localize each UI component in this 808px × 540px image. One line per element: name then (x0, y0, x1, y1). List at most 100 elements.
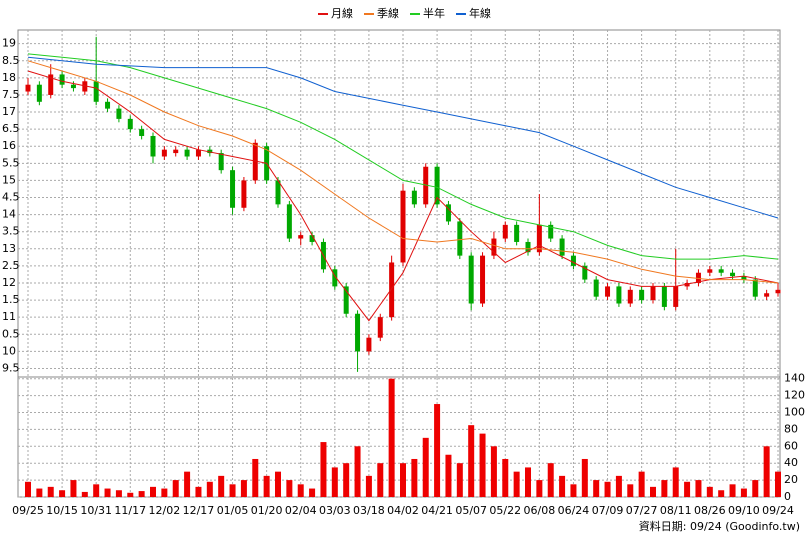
volume-tick-label: 120 (784, 389, 805, 402)
candle-body (366, 337, 372, 352)
volume-bar (513, 471, 520, 497)
candle-body (355, 313, 361, 352)
x-tick-label: 10/15 (46, 504, 78, 517)
volume-bar (81, 491, 88, 497)
volume-bar (47, 486, 54, 497)
volume-tick-label: 100 (784, 405, 805, 418)
candle-body (36, 84, 42, 102)
volume-bar (115, 490, 122, 497)
volume-bar (59, 490, 66, 497)
candle-body (548, 224, 554, 239)
volume-bar (638, 471, 645, 497)
plot-frame (17, 29, 781, 498)
y-tick-label: 4.5 (2, 191, 20, 204)
y-tick-label: 1.5 (2, 293, 20, 306)
volume-bar (559, 475, 566, 497)
candle-body (48, 74, 54, 95)
volume-bar (752, 480, 759, 497)
candle-body (673, 286, 679, 307)
x-tick-label: 12/17 (183, 504, 215, 517)
volume-bar (172, 480, 179, 497)
x-tick-label: 09/10 (728, 504, 760, 517)
y-tick-label: 6.5 (2, 122, 20, 135)
candle-body (286, 204, 292, 239)
volume-bar (400, 463, 406, 497)
volume-bar (763, 446, 770, 497)
ma-line (27, 53, 779, 260)
volume-bar (468, 425, 475, 497)
volume-bar (286, 480, 293, 497)
candle-body (684, 282, 690, 287)
volume-bar (456, 463, 463, 497)
volume-bar (672, 467, 679, 497)
y-tick-label: 11 (2, 310, 16, 323)
x-tick-label: 02/04 (285, 504, 317, 517)
y-tick-label: 15 (2, 173, 16, 186)
volume-bar (240, 480, 247, 497)
candle-body (309, 235, 315, 242)
volume-bar (377, 463, 384, 497)
volume-bar (740, 488, 747, 497)
y-tick-label: 18 (2, 71, 16, 84)
candle-body (116, 108, 122, 119)
volume-bar (775, 471, 781, 497)
volume-tick-label: 140 (784, 372, 805, 385)
candle-body (650, 286, 656, 301)
candle-body (139, 129, 145, 136)
volume-bar (536, 480, 543, 497)
volume-bar (70, 480, 77, 497)
ma-line (27, 56, 779, 219)
volume-tick-label: 40 (784, 456, 798, 469)
x-tick-label: 12/02 (149, 504, 181, 517)
candle-body (468, 255, 474, 304)
volume-bar (127, 492, 134, 497)
volume-bar (104, 488, 111, 497)
volume-bar (297, 484, 304, 497)
candle-body (491, 238, 497, 256)
candle-body (207, 149, 213, 154)
volume-bar (661, 480, 668, 497)
volume-bar (695, 480, 702, 497)
volume-bar (331, 467, 338, 497)
x-tick-label: 10/31 (80, 504, 112, 517)
x-tick-label: 06/24 (558, 504, 590, 517)
candle-body (457, 221, 463, 256)
x-tick-label: 04/02 (387, 504, 419, 517)
candle-body (514, 224, 520, 242)
candle-body (764, 293, 770, 297)
candle-body (25, 84, 31, 92)
x-tick-label: 08/11 (660, 504, 692, 517)
candle-body (718, 269, 724, 273)
volume-bar (388, 378, 395, 497)
volume-tick-label: 60 (784, 439, 798, 452)
volume-bar (627, 484, 634, 497)
x-tick-label: 11/17 (114, 504, 146, 517)
candle-body (775, 289, 781, 294)
x-tick-label: 03/18 (353, 504, 385, 517)
y-tick-label: 9.5 (2, 361, 20, 374)
volume-bar (36, 488, 43, 497)
candle-body (582, 265, 588, 280)
x-tick-label: 07/09 (592, 504, 624, 517)
candle-body (161, 149, 167, 157)
volume-bar (615, 475, 622, 497)
volume-bar (502, 458, 509, 497)
volume-bar (93, 484, 100, 497)
candle-body (570, 255, 576, 266)
x-tick-label: 09/25 (12, 504, 44, 517)
legend-label: 半年 (423, 6, 445, 20)
candle-body (332, 269, 338, 287)
volume-tick-label: 80 (784, 422, 798, 435)
y-tick-label: 12 (2, 276, 16, 289)
candle-body (184, 149, 190, 157)
volume-bar (365, 475, 372, 497)
volume-bar (195, 486, 202, 497)
legend-label: 年線 (469, 6, 491, 20)
volume-bar (309, 488, 316, 497)
candle-body (605, 286, 611, 297)
candle-body (400, 190, 406, 263)
candle-body (525, 241, 531, 253)
volume-bar (422, 437, 429, 497)
y-tick-label: 7.5 (2, 88, 20, 101)
